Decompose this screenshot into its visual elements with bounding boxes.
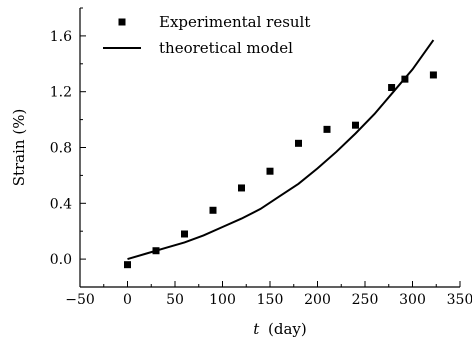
x-tick-label: 300 (399, 292, 426, 308)
legend: Experimental result theoretical model (103, 13, 310, 57)
experimental-point (323, 125, 331, 133)
x-axis-title-variable: t (253, 320, 260, 338)
x-tick-label: 350 (447, 292, 472, 308)
x-axis-title: t (day) (253, 320, 307, 338)
x-tick-label: −50 (65, 292, 95, 308)
experimental-point (209, 206, 217, 214)
plot-area (124, 39, 437, 269)
x-tick-label: 250 (352, 292, 379, 308)
legend-label: Experimental result (159, 13, 310, 31)
y-tick-label: 0.4 (50, 196, 72, 212)
experimental-point (238, 184, 245, 192)
experimental-point (266, 167, 274, 175)
x-tick-label: 0 (123, 292, 132, 308)
x-tick-label: 100 (209, 292, 236, 308)
y-tick-label: 1.2 (50, 85, 72, 101)
ticks: −50 0 50 100 150 200 250 300 350 0.0 0.4 0.8 1.2 1.6 (50, 7, 472, 308)
x-tick-label: 150 (257, 292, 284, 308)
experimental-point (429, 71, 437, 79)
experimental-point (295, 139, 302, 147)
y-tick-label: 1.6 (50, 29, 72, 45)
legend-label: theoretical model (159, 39, 293, 57)
y-axis-title: Strain (%) (10, 109, 28, 187)
experimental-point (352, 121, 359, 129)
x-tick-label: 200 (304, 292, 331, 308)
legend-square-swatch (118, 18, 126, 26)
y-tick-label: 0.8 (50, 141, 72, 157)
experimental-point (181, 230, 188, 238)
experimental-point (388, 84, 396, 92)
x-tick-label: 50 (166, 292, 184, 308)
experimental-point (124, 261, 131, 269)
theoretical-model-line (127, 39, 435, 261)
x-axis-title-unit: (day) (268, 320, 307, 338)
y-tick-label: 0.0 (50, 252, 72, 268)
